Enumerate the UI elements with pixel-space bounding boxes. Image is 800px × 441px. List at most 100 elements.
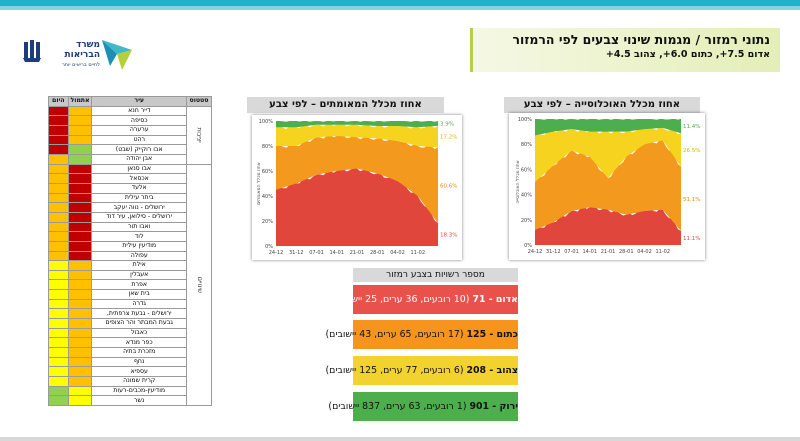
- today-color-cell: [48, 260, 69, 271]
- table-row: גבעת המבתר והר הצופים: [48, 318, 212, 329]
- y-tick-label: 20%: [262, 219, 273, 225]
- count-red: אדום - 71 (10 רובעים, 36 ערים, 25 יישובי…: [331, 285, 518, 314]
- city-status-table: היום אתמול עיר סטטוס דייר חנא יציבות כסיפה…: [48, 96, 213, 407]
- yesterday-color-cell: [67, 240, 93, 252]
- status-group-changes: שינויים: [185, 163, 213, 407]
- city-name-cell: אבו סנאן: [91, 163, 187, 175]
- yesterday-color-cell: [67, 356, 93, 368]
- yesterday-color-cell: [67, 115, 93, 126]
- end-label-orange: 51.1%: [683, 197, 700, 203]
- today-color-cell: [48, 192, 69, 204]
- today-color-cell: [48, 395, 69, 406]
- yesterday-color-cell: [67, 327, 93, 339]
- today-color-cell: [48, 279, 69, 291]
- count-green: ירוק - 901 (1 רובעים, 63 ערים, 837 יישוב…: [328, 392, 518, 421]
- chart-left-frame: 0% 20% 40% 60% 80% 100% 24-12 31-12 07-01 14-01 21…: [252, 115, 462, 260]
- x-tick-label: 14-01: [582, 249, 597, 255]
- x-tick-label: 04-02: [390, 250, 405, 256]
- city-name-cell: אלעד: [91, 182, 187, 194]
- y-tick-label: 20%: [521, 218, 532, 224]
- today-color-cell: [48, 231, 69, 242]
- today-color-cell: [48, 366, 69, 378]
- y-tick-label: 0%: [265, 244, 273, 250]
- today-color-cell: [48, 163, 69, 175]
- yesterday-color-cell: [67, 395, 93, 406]
- yesterday-color-cell: [67, 376, 93, 387]
- col-header-status: סטטוס: [185, 96, 213, 107]
- city-name-cell: אבן יהודה: [91, 153, 187, 165]
- x-tick-label: 07-01: [309, 250, 324, 256]
- city-name-cell: אכסאל: [91, 173, 187, 184]
- yesterday-color-cell: [67, 105, 93, 117]
- y-tick-label: 100%: [259, 119, 274, 125]
- city-name-cell: בית שאן: [91, 289, 187, 300]
- table-row: אבו סנאן שינויים: [48, 163, 213, 407]
- city-name-cell: כאבול: [91, 327, 187, 339]
- today-color-cell: [48, 318, 69, 329]
- yesterday-color-cell: [67, 385, 93, 397]
- count-red-detail: (10 רובעים, 36 ערים, 25 יישובים): [331, 294, 470, 305]
- city-name-cell: ירושלים - גבעת צרפתית,: [91, 308, 187, 320]
- today-color-cell: [48, 337, 69, 349]
- status-group-label: שינויים: [195, 276, 203, 293]
- top-accent-bar-light: [0, 6, 800, 10]
- today-color-cell: [48, 269, 69, 281]
- title-box: נתוני רמזור / מגמות שינוי צבעים לפי הרמז…: [470, 28, 780, 72]
- chart-left-svg: 0% 20% 40% 60% 80% 100% 24-12 31-12 07-01 14-01 21…: [257, 119, 457, 256]
- city-name-cell: קרית שמונה: [91, 376, 187, 387]
- logo-tagline: לחיים בריאים יותר: [61, 62, 100, 68]
- y-tick-label: 0%: [524, 243, 532, 249]
- yesterday-color-cell: [67, 163, 93, 175]
- logo-text: משרד הבריאות: [40, 40, 100, 60]
- count-orange: כתום - 125 (17 רובעים, 65 ערים, 43 יישוב…: [325, 320, 518, 349]
- area-series-green: [276, 121, 438, 128]
- y-tick-label: 60%: [521, 167, 532, 173]
- city-name-cell: כפר מנדא: [91, 337, 187, 349]
- area-series-green: [535, 118, 681, 136]
- yesterday-color-cell: [67, 153, 93, 165]
- logo-line1: משרד: [75, 40, 100, 50]
- col-header-yesterday: אתמול: [67, 96, 93, 107]
- y-tick-label: 40%: [262, 194, 273, 200]
- status-group-label: יציבות: [195, 127, 203, 143]
- yesterday-color-cell: [67, 289, 93, 300]
- today-color-cell: [48, 105, 69, 117]
- today-color-cell: [48, 173, 69, 184]
- today-color-cell: [48, 356, 69, 368]
- today-color-cell: [48, 298, 69, 310]
- yesterday-color-cell: [67, 134, 93, 146]
- table-row: עספיא: [48, 366, 212, 378]
- y-axis-label: אחוז מכלל האוכלוסייה: [516, 160, 521, 203]
- end-label-green: 11.4%: [683, 124, 700, 130]
- city-name-cell: ביתר עילית: [91, 192, 187, 204]
- x-tick-label: 04-02: [637, 249, 652, 255]
- yesterday-color-cell: [67, 231, 93, 242]
- ministry-logo-icon: [23, 40, 132, 70]
- city-name-cell: נשר: [91, 395, 187, 406]
- today-color-cell: [48, 124, 69, 136]
- x-tick-label: 31-12: [546, 249, 561, 255]
- city-name-cell: ירושלים - נווה יעקב: [91, 202, 187, 213]
- yesterday-color-cell: [67, 250, 93, 262]
- y-tick-label: 100%: [518, 117, 533, 123]
- area-series-orange: [535, 140, 681, 232]
- page-title: נתוני רמזור / מגמות שינוי צבעים לפי הרמז…: [512, 32, 771, 47]
- x-tick-label: 31-12: [289, 250, 304, 256]
- today-color-cell: [48, 134, 69, 146]
- x-tick-label: 24-12: [528, 249, 543, 255]
- city-name-cell: רהט: [91, 134, 187, 146]
- top-accent-bar: [0, 0, 800, 6]
- count-red-label: אדום - 71: [472, 294, 518, 305]
- x-tick-label: 14-01: [329, 250, 344, 256]
- table-header-row: היום אתמול עיר סטטוס: [48, 96, 213, 107]
- table-body: דייר חנא יציבות כסיפה ערערה רהט אבו רוקייק (ש…: [48, 105, 213, 407]
- area-series-yellow: [535, 126, 681, 182]
- city-name-cell: מזכרת בתיה: [91, 347, 187, 358]
- yesterday-color-cell: [67, 318, 93, 329]
- chart-right-svg: 0% 20% 40% 60% 80% 100% 24-12 31-12 07-01 14-01 21…: [516, 117, 700, 255]
- city-name-cell: ירושלים - סילואן, עיר דוד: [91, 211, 187, 223]
- x-tick-label: 21-01: [601, 249, 616, 255]
- yesterday-color-cell: [67, 182, 93, 194]
- city-name-cell: אבו רוקייק (שבט): [91, 144, 187, 155]
- status-group-stable: יציבות: [185, 105, 213, 165]
